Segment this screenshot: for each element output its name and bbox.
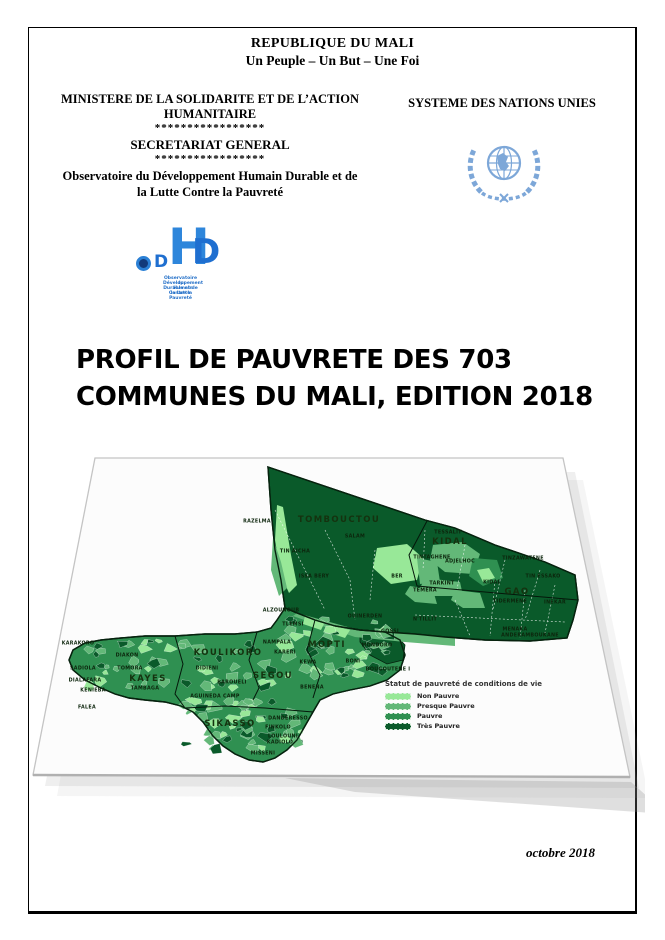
legend-swatch-pauvre xyxy=(385,712,411,720)
legend-item: Non Pauvre xyxy=(385,691,570,701)
separator-stars: ***************** xyxy=(154,122,266,134)
legend-item: Très Pauvre xyxy=(385,721,570,731)
report-title: PROFIL DE PAUVRETE DES 703 COMMUNES DU M… xyxy=(76,342,616,416)
ministry-block: MINISTERE DE LA SOLIDARITE ET DE L’ACTIO… xyxy=(28,92,392,200)
separator-stars: ***************** xyxy=(154,153,266,165)
ministry-line2: HUMANITAIRE xyxy=(163,107,257,121)
legend-label: Presque Pauvre xyxy=(417,702,475,710)
odhd-logo-letter: H xyxy=(168,218,210,276)
legend-label: Pauvre xyxy=(417,712,443,720)
odhd-logo-letter: D xyxy=(192,232,221,272)
un-logo-icon xyxy=(460,130,548,215)
secretariat-title: SECRETARIAT GENERAL xyxy=(130,137,290,152)
ministry-line1: MINISTERE DE LA SOLIDARITE ET DE L’ACTIO… xyxy=(60,92,359,106)
odhd-logo: D H D Observatoire du Développement Huma… xyxy=(128,218,223,301)
legend-item: Presque Pauvre xyxy=(385,701,570,711)
legend-items: Non Pauvre Presque Pauvre Pauvre Très Pauvr… xyxy=(385,691,570,731)
legend-label: Non Pauvre xyxy=(417,692,460,700)
mali-poverty-map: TOMBOUCTOU KIDAL GAO MOPTI SEGOU KAYES KOULIKO… xyxy=(25,450,645,845)
legend-swatch-presque xyxy=(385,702,411,710)
legend-label: Très Pauvre xyxy=(417,722,460,730)
mali-map-svg xyxy=(32,457,645,813)
report-title-line2: COMMUNES DU MALI, EDITION 2018 xyxy=(76,382,593,412)
map-legend: Statut de pauvreté de conditions de vie … xyxy=(385,680,570,731)
legend-item: Pauvre xyxy=(385,711,570,721)
observatory-line2: la Lutte Contre la Pauvreté xyxy=(136,185,284,199)
publication-date: octobre 2018 xyxy=(526,845,595,860)
odhd-logo-letter: D xyxy=(154,252,169,272)
page-border-frame xyxy=(28,27,637,914)
legend-title: Statut de pauvreté de conditions de vie xyxy=(385,680,543,688)
legend-swatch-tres xyxy=(385,722,411,730)
report-title-line1: PROFIL DE PAUVRETE DES 703 xyxy=(76,345,512,375)
legend-swatch-non xyxy=(385,692,411,700)
country-title: REPUBLIQUE DU MALI xyxy=(250,36,415,51)
un-system-title: SYSTEME DES NATIONS UNIES xyxy=(408,96,596,110)
odhd-logo-caption: Observatoire du Développement Humain Dur… xyxy=(163,276,203,301)
country-motto: Un Peuple – Un But – Une Foi xyxy=(245,53,420,68)
observatory-line1: Observatoire du Développement Humain Dur… xyxy=(62,169,358,183)
odhd-logo-dot xyxy=(136,256,151,271)
